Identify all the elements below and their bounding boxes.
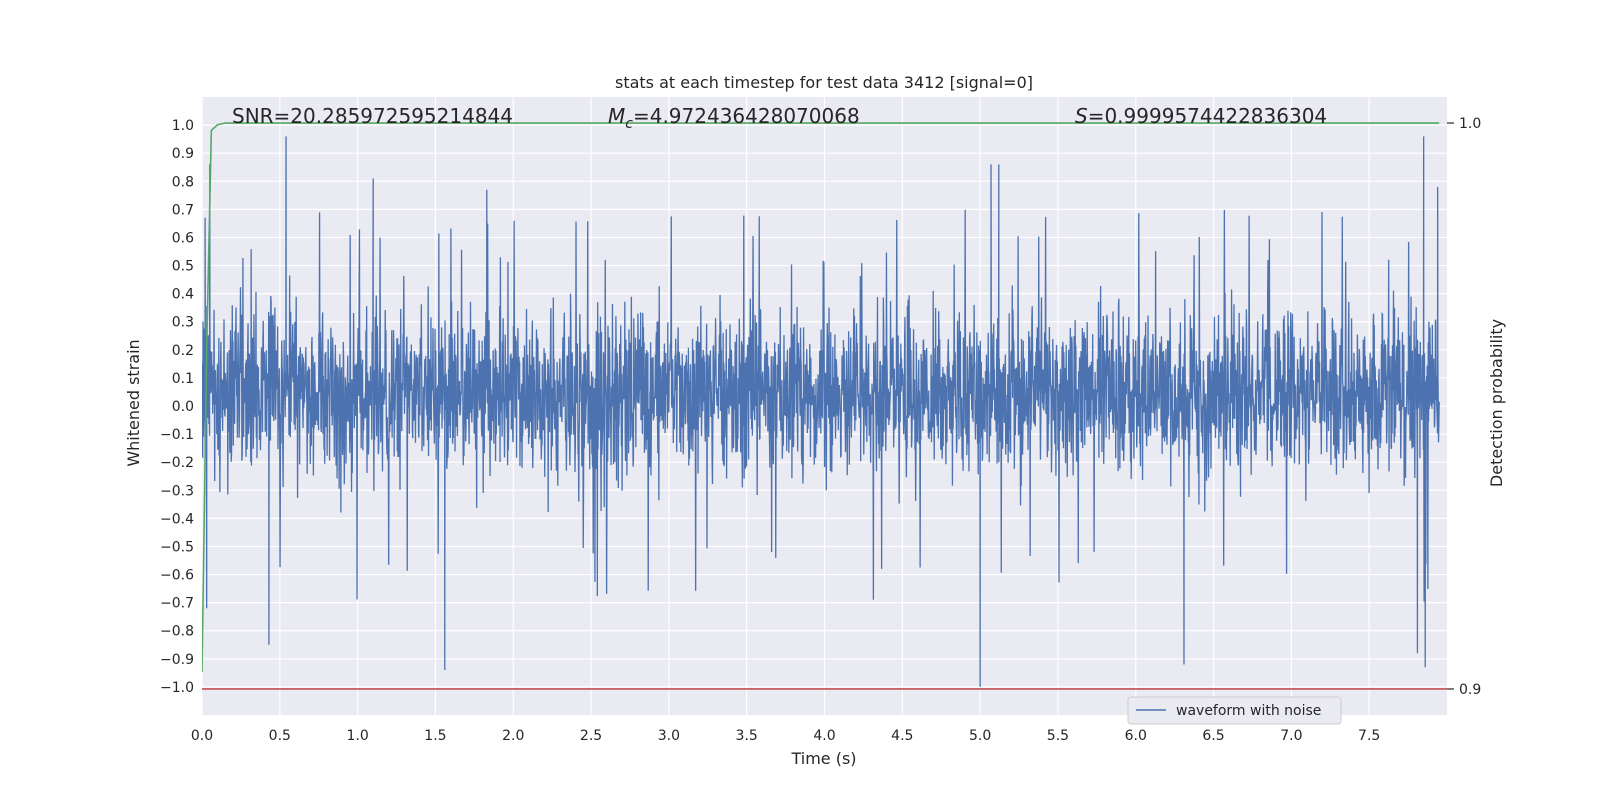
y-tick-label: −0.6 — [160, 568, 194, 584]
y2-axis-label: Detection probability — [1487, 319, 1506, 487]
y-tick-label: 0.7 — [172, 202, 194, 218]
x-tick-label: 7.5 — [1358, 728, 1380, 744]
detection-statistic-annotation: S=0.9999574422836304 — [1075, 104, 1327, 128]
y-tick-label: 0.8 — [172, 174, 194, 190]
x-tick-label: 4.5 — [891, 728, 913, 744]
y-tick-label: −0.8 — [160, 624, 194, 640]
chart-title: stats at each timestep for test data 341… — [615, 73, 1033, 92]
y-tick-label: 0.2 — [172, 343, 194, 359]
waveform-series — [202, 136, 1440, 687]
x-tick-label: 4.0 — [813, 728, 835, 744]
y-tick-label: −0.9 — [160, 652, 194, 668]
x-tick-label: 6.0 — [1125, 728, 1147, 744]
legend-label: waveform with noise — [1176, 703, 1321, 719]
y2-tick-label: 0.9 — [1459, 682, 1481, 698]
y-tick-label: 0.4 — [172, 287, 194, 303]
y-tick-label: 0.5 — [172, 259, 194, 275]
y-tick-label: −1.0 — [160, 680, 194, 696]
x-tick-label: 5.0 — [969, 728, 991, 744]
x-tick-label: 2.0 — [502, 728, 524, 744]
y-tick-label: 0.9 — [172, 146, 194, 162]
x-tick-label: 1.5 — [424, 728, 446, 744]
x-axis-label: Time (s) — [790, 749, 856, 768]
x-tick-label: 2.5 — [580, 728, 602, 744]
y-tick-label: −0.1 — [160, 427, 194, 443]
detection-probability-series — [202, 122, 1440, 673]
y-tick-label: −0.4 — [160, 511, 194, 527]
series-layer — [202, 122, 1447, 690]
x-tick-label: 6.5 — [1202, 728, 1224, 744]
y2-tick-label: 1.0 — [1459, 116, 1481, 132]
y2-axis-ticks: 1.0 0.9 — [1447, 116, 1481, 698]
snr-annotation: SNR=20.285972595214844 — [232, 104, 513, 128]
x-tick-label: 0.5 — [269, 728, 291, 744]
y-tick-label: 0.1 — [172, 371, 194, 387]
x-axis-ticks: 0.0 0.5 1.0 1.5 2.0 2.5 3.0 3.5 4.0 4.5 5.0 5.5 6.0 6… — [191, 728, 1380, 744]
y-axis-label: Whitened strain — [124, 339, 143, 466]
x-tick-label: 0.0 — [191, 728, 213, 744]
x-tick-label: 3.5 — [736, 728, 758, 744]
x-tick-label: 5.5 — [1047, 728, 1069, 744]
y-tick-label: −0.2 — [160, 455, 194, 471]
legend: waveform with noise — [1127, 696, 1342, 725]
y-tick-label: −0.3 — [160, 483, 194, 499]
y-tick-label: −0.7 — [160, 596, 194, 612]
chirp-mass-annotation: Mc=4.972436428070068 — [608, 104, 860, 132]
y-tick-label: −0.5 — [160, 539, 194, 555]
y-axis-ticks: 1.0 0.9 0.8 0.7 0.6 0.5 0.4 0.3 0.2 0.1 0.0 −0.1 −0.… — [160, 118, 194, 696]
x-tick-label: 1.0 — [346, 728, 368, 744]
y-tick-label: 0.3 — [172, 315, 194, 331]
y-tick-label: 0.0 — [172, 399, 194, 415]
y-tick-label: 1.0 — [172, 118, 194, 134]
y-tick-label: 0.6 — [172, 230, 194, 246]
x-tick-label: 7.0 — [1280, 728, 1302, 744]
x-tick-label: 3.0 — [658, 728, 680, 744]
